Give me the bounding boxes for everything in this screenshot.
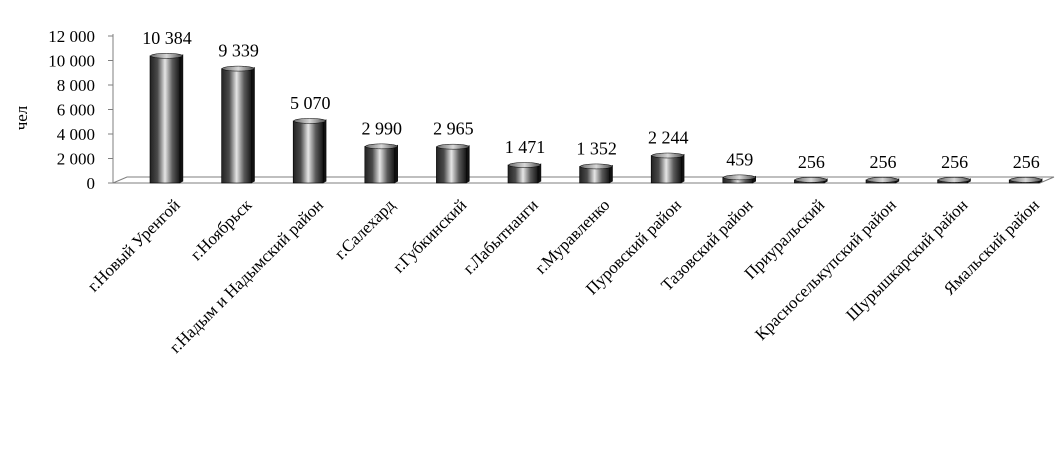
bar-side bbox=[180, 54, 184, 183]
bar-front bbox=[221, 68, 252, 184]
y-tick-label: 6 000 bbox=[57, 101, 95, 120]
bar-side bbox=[466, 145, 470, 183]
bar-side bbox=[538, 163, 542, 183]
data-label: 10 384 bbox=[142, 28, 192, 48]
bar bbox=[650, 152, 685, 184]
x-tick-label: г.Лабытнанги bbox=[459, 195, 542, 278]
x-tick-label: Красноселькупский район bbox=[751, 195, 900, 344]
bar bbox=[794, 177, 828, 184]
data-label: 256 bbox=[798, 152, 825, 172]
data-label: 9 339 bbox=[218, 41, 259, 61]
x-tick-label: г.Салехард bbox=[331, 195, 399, 263]
data-label: 256 bbox=[870, 152, 897, 172]
bar-front bbox=[292, 120, 324, 184]
bar-front bbox=[650, 155, 682, 184]
bar-top bbox=[579, 163, 613, 170]
data-label: 256 bbox=[941, 152, 968, 172]
x-tick-label: г.Ноябрьск bbox=[187, 195, 256, 264]
bar-top bbox=[436, 143, 470, 150]
bar-top bbox=[365, 143, 398, 150]
data-label: 2 965 bbox=[433, 119, 474, 139]
bar bbox=[937, 177, 971, 184]
data-label: 1 352 bbox=[576, 138, 617, 158]
bar-top bbox=[723, 174, 756, 181]
x-tick-label: Шурышкарский район bbox=[842, 195, 971, 324]
bar-top bbox=[937, 177, 971, 183]
bar-top bbox=[866, 177, 899, 183]
x-tick-label: г.Новый Уренгой bbox=[84, 195, 184, 295]
data-label: 256 bbox=[1013, 152, 1040, 172]
bar bbox=[149, 53, 184, 184]
data-label: 5 070 bbox=[290, 93, 331, 113]
bar bbox=[436, 143, 470, 184]
bar-top bbox=[150, 53, 183, 59]
data-label: 1 471 bbox=[505, 137, 546, 157]
y-tick-label: 8 000 bbox=[57, 76, 95, 95]
bar bbox=[865, 177, 900, 184]
y-tick-label: 10 000 bbox=[48, 52, 95, 71]
bar-top bbox=[221, 65, 255, 72]
bar-top bbox=[508, 162, 541, 168]
y-axis-title: чел bbox=[12, 105, 31, 130]
bar-side bbox=[251, 66, 255, 183]
y-tick-label: 4 000 bbox=[57, 125, 95, 144]
y-axis: 0 2 000 4 000 6 000 8 000 10 000 12 000 bbox=[48, 27, 114, 193]
bar bbox=[1008, 177, 1043, 184]
bar-top bbox=[651, 152, 685, 159]
bar bbox=[292, 118, 327, 184]
bar bbox=[722, 174, 756, 184]
data-label: 2 244 bbox=[648, 128, 689, 148]
bar-top bbox=[794, 177, 828, 183]
bar bbox=[507, 162, 542, 184]
bar-front bbox=[436, 146, 467, 184]
bar bbox=[364, 143, 398, 184]
bar-side bbox=[681, 153, 685, 183]
bar-side bbox=[394, 144, 398, 183]
y-tick-label: 0 bbox=[87, 174, 96, 193]
x-tick-label: г.Надым и Надымский район bbox=[166, 195, 327, 356]
bar bbox=[579, 163, 613, 184]
data-label: 2 990 bbox=[362, 118, 403, 138]
y-tick-label: 2 000 bbox=[57, 150, 95, 169]
bar-side bbox=[609, 164, 613, 183]
y-tick-label: 12 000 bbox=[48, 27, 95, 46]
bar-side bbox=[323, 119, 327, 183]
bars bbox=[149, 53, 1043, 184]
bar-front bbox=[149, 55, 181, 184]
bar-top bbox=[293, 118, 327, 124]
bar bbox=[221, 65, 255, 184]
data-label: 459 bbox=[726, 149, 753, 169]
data-labels: 10 384 9 339 5 070 2 990 2 965 1 471 1 352 2 24… bbox=[142, 28, 1039, 172]
bar-front bbox=[364, 146, 396, 184]
bar-top bbox=[1009, 177, 1043, 183]
